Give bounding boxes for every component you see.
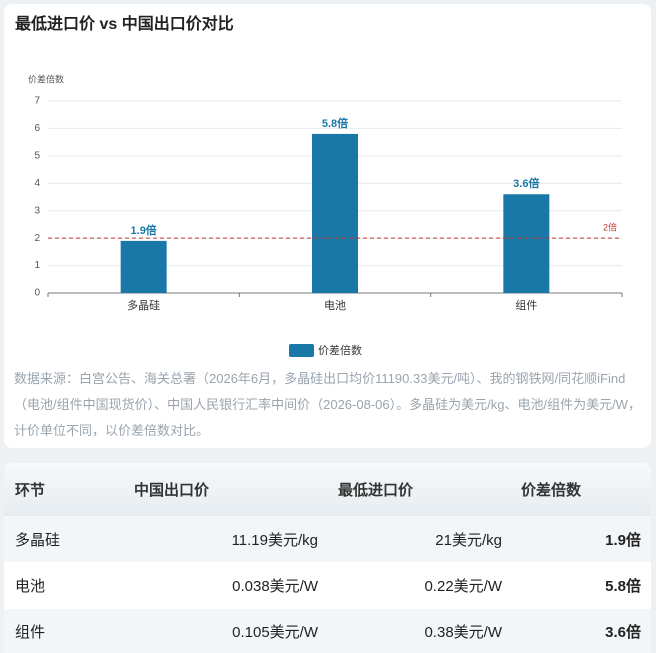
- y-tick-label: 1: [34, 260, 40, 271]
- bar: [120, 240, 167, 293]
- table-cell: 11.19美元/kg: [231, 531, 318, 549]
- table-row: 组件 0.105美元/W 0.38美元/W 3.6倍: [4, 609, 651, 653]
- column-header: 中国出口价: [134, 481, 210, 499]
- chart-title: 最低进口价 vs 中国出口价对比: [15, 14, 234, 33]
- y-tick-label: 2: [34, 233, 40, 244]
- table-cell: 电池: [15, 578, 46, 595]
- legend-swatch: [289, 344, 314, 357]
- table: 环节 中国出口价 最低进口价 价差倍数多晶硅 11.19美元/kg 21美元/kg 1.9倍…: [4, 463, 651, 653]
- table-cell: 0.22美元/W: [424, 578, 502, 595]
- column-header: 环节: [15, 481, 46, 499]
- column-header: 价差倍数: [521, 481, 582, 499]
- x-tick-label: 电池: [324, 299, 346, 312]
- legend-label: 价差倍数: [318, 343, 362, 357]
- source-note: 数据来源：白宫公告、海关总署（2026年6月，多晶硅出口均价11190.33美元…: [14, 371, 641, 438]
- table-cell: 0.105美元/W: [232, 623, 318, 641]
- y-tick-label: 5: [34, 150, 40, 161]
- table-cell: 5.8倍: [605, 578, 641, 595]
- y-tick-label: 7: [34, 96, 40, 107]
- y-tick-label: 6: [34, 123, 40, 134]
- bar: [503, 194, 550, 293]
- value-label: 3.6倍: [513, 176, 539, 190]
- table-row: 电池 0.038美元/W 0.22美元/W 5.8倍: [4, 562, 651, 610]
- table-cell: 组件: [15, 623, 46, 641]
- column-header: 最低进口价: [338, 481, 414, 499]
- table-cell: 0.038美元/W: [232, 578, 318, 595]
- value-label: 5.8倍: [322, 116, 348, 130]
- y-tick-label: 0: [34, 288, 40, 299]
- table-cell: 0.38美元/W: [424, 623, 502, 641]
- table-cell: 3.6倍: [605, 623, 641, 641]
- table-header: 环节 中国出口价 最低进口价 价差倍数: [4, 463, 651, 516]
- x-tick-label: 多晶硅: [127, 298, 160, 312]
- bar: [312, 133, 358, 293]
- chart: 最低进口价 vs 中国出口价对比 价差倍数 0 1 2 3 4 5 6 7 1.9倍 5.8倍 3.…: [15, 14, 623, 357]
- table-row: 多晶硅 11.19美元/kg 21美元/kg 1.9倍: [4, 516, 651, 563]
- y-tick-label: 3: [34, 205, 40, 216]
- y-tick-label: 4: [34, 178, 40, 189]
- x-tick-label: 组件: [515, 298, 537, 312]
- table-cell: 21美元/kg: [435, 531, 502, 549]
- y-axis-label: 价差倍数: [28, 73, 64, 84]
- value-label: 1.9倍: [131, 223, 157, 237]
- table-cell: 1.9倍: [605, 531, 641, 549]
- table-cell: 多晶硅: [15, 531, 61, 549]
- reference-label: 2倍: [603, 222, 617, 233]
